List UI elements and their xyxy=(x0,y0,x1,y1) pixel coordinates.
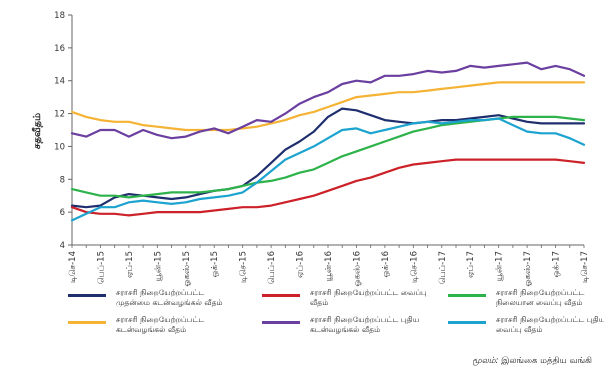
y-tick-label: 4 xyxy=(60,241,65,251)
x-tick-label: ஒக்-15 xyxy=(210,251,220,277)
y-tick-label: 18 xyxy=(54,11,65,21)
legend-label: சராசரி நிறையேற்றப்பட்ட கடன்வழங்கல் வீதம் xyxy=(116,315,205,334)
x-tick-label: ஏப்-15 xyxy=(125,251,135,278)
x-tick-label: டிசெ-16 xyxy=(409,251,419,283)
series-line-1 xyxy=(70,107,586,209)
x-tick-label: ஓகஸ்-15 xyxy=(182,251,192,287)
legend-swatch xyxy=(262,294,300,297)
legend-swatch xyxy=(262,321,300,324)
series-line-3 xyxy=(70,158,586,217)
y-tick-label: 12 xyxy=(54,110,65,120)
x-tick-label: யூன்-15 xyxy=(153,251,163,282)
series-layer xyxy=(70,61,586,222)
y-tick-label: 10 xyxy=(54,142,65,152)
y-axis: 4 6 8 10 12 14 16 18 xyxy=(54,11,73,251)
legend-label: சராசரி நிறையேற்றப்பட்ட நிலையான வைப்பு வீ… xyxy=(496,288,585,307)
y-tick-label: 14 xyxy=(54,77,65,87)
x-tick-label: ஓகஸ்-16 xyxy=(352,251,362,287)
y-tick-label: 6 xyxy=(60,208,65,218)
legend-item-3: சராசரி நிறையேற்றப்பட்ட வைப்பு வீதம் xyxy=(262,288,430,308)
legend-swatch xyxy=(68,321,106,324)
x-tick-label: ஒக்-16 xyxy=(381,251,391,277)
legend: சராசரி நிறையேற்றப்பட்ட முதன்மை கடன்வழங்க… xyxy=(0,284,604,354)
legend-item-6: சராசரி நிறையேற்றப்பட்ட புதிய வைப்பு வீதம… xyxy=(448,315,604,335)
x-tick-label: ஓகஸ்-17 xyxy=(523,251,533,287)
legend-label: சராசரி நிறையேற்றப்பட்ட புதிய வைப்பு வீதம… xyxy=(496,315,604,334)
series-line-4 xyxy=(70,61,586,140)
legend-item-4: சராசரி நிறையேற்றப்பட்ட புதிய கடன்வழங்கல்… xyxy=(262,315,430,335)
series-line-6 xyxy=(70,117,586,222)
x-axis: டிசெ-14 பெப்-15 ஏப்-15 யூன்-15 ஓகஸ்-15 ஒக்-15… xyxy=(68,244,590,287)
x-tick-label: பெப்-17 xyxy=(438,251,448,284)
legend-label: சராசரி நிறையேற்றப்பட்ட முதன்மை கடன்வழங்க… xyxy=(116,288,223,307)
source-label: மூலம்: xyxy=(472,356,499,366)
x-tick-label: டிசெ-17 xyxy=(580,251,590,283)
legend-swatch xyxy=(68,294,106,297)
x-tick-label: ஏப்-17 xyxy=(466,251,476,278)
legend-item-1: சராசரி நிறையேற்றப்பட்ட முதன்மை கடன்வழங்க… xyxy=(68,288,236,308)
legend-swatch xyxy=(448,321,486,324)
line-chart: 4 6 8 10 12 14 16 18 டிசெ-14 பெப்-15 ஏப்-15 யூன்-1… xyxy=(31,11,590,287)
source-note: மூலம்: இலங்கை மத்திய வங்கி xyxy=(472,356,592,367)
x-tick-label: யூன்-16 xyxy=(324,251,334,282)
x-tick-label: பெப்-15 xyxy=(96,251,106,284)
legend-item-5: சராசரி நிறையேற்றப்பட்ட நிலையான வைப்பு வீ… xyxy=(448,288,604,308)
x-tick-label: டிசெ-14 xyxy=(68,251,78,283)
x-tick-label: டிசெ-15 xyxy=(239,251,249,283)
y-axis-label: சதவீதம் xyxy=(31,113,43,149)
legend-swatch xyxy=(448,294,486,297)
series-line-5 xyxy=(70,115,586,199)
legend-label: சராசரி நிறையேற்றப்பட்ட வைப்பு வீதம் xyxy=(310,288,427,307)
x-tick-label: யூன்-17 xyxy=(495,251,505,282)
source-value: இலங்கை மத்திய வங்கி xyxy=(501,356,592,366)
y-tick-label: 16 xyxy=(54,44,65,54)
x-tick-label: ஏப்-16 xyxy=(296,251,306,278)
legend-item-2: சராசரி நிறையேற்றப்பட்ட கடன்வழங்கல் வீதம் xyxy=(68,315,236,335)
x-tick-label: ஒக்-17 xyxy=(552,251,562,277)
y-tick-label: 8 xyxy=(60,175,65,185)
legend-label: சராசரி நிறையேற்றப்பட்ட புதிய கடன்வழங்கல்… xyxy=(310,315,420,334)
x-tick-label: பெப்-16 xyxy=(267,251,277,284)
series-line-2 xyxy=(70,81,586,132)
